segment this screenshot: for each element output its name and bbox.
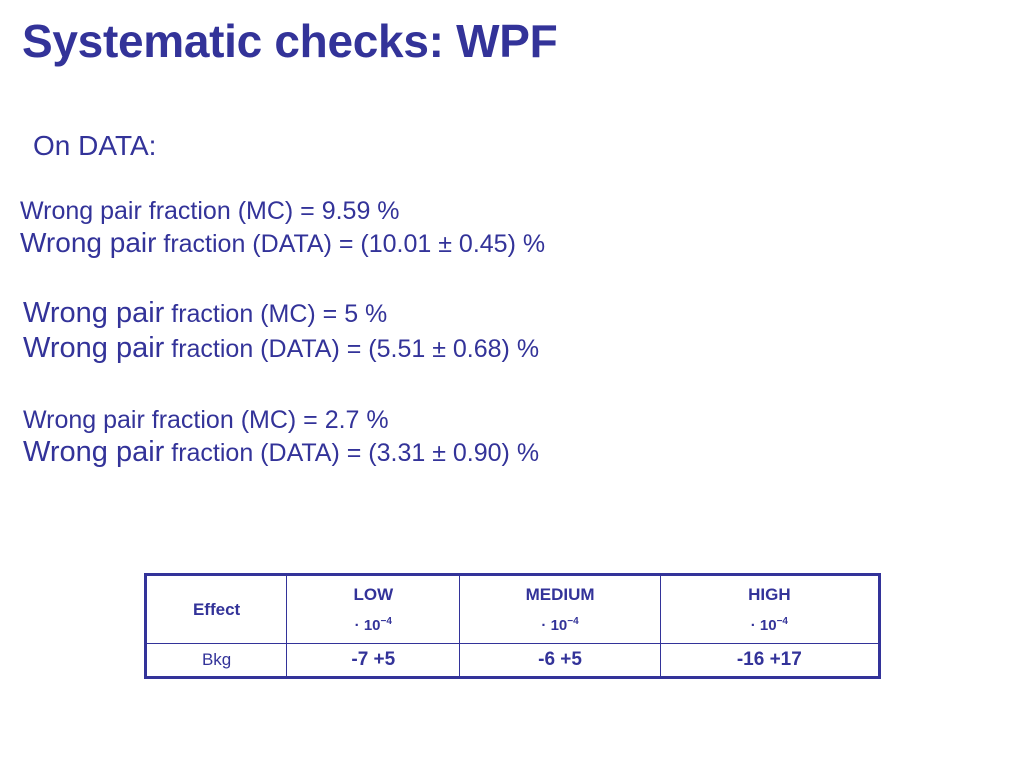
data-fraction-line: Wrong pair fraction (DATA) = (3.31 ± 0.9… <box>23 435 539 470</box>
table-header-row: Effect LOW · 10−4 MEDIUM · 10−4 HIGH · 1… <box>144 574 881 644</box>
unit-exponent: −4 <box>380 616 392 627</box>
subheading-on-data: On DATA: <box>33 130 157 161</box>
data-fraction-line: Wrong pair fraction (DATA) = (10.01 ± 0.… <box>20 226 545 260</box>
header-effect: Effect <box>144 574 288 644</box>
slide-title: Systematic checks: WPF <box>22 15 558 67</box>
data-fraction-rest: fraction (DATA) = (5.51 ± 0.68) % <box>164 334 540 363</box>
header-high-unit: · 10−4 <box>661 616 878 634</box>
header-high-label: HIGH <box>748 585 791 604</box>
data-fraction-rest: fraction (DATA) = (3.31 ± 0.90) % <box>164 439 540 467</box>
row-label: Bkg <box>201 650 232 669</box>
mc-fraction-line: Wrong pair fraction (MC) = 2.7 % <box>23 405 539 435</box>
low-value-cell: -7 +5 <box>286 643 461 678</box>
unit-prefix: · 10 <box>354 617 381 634</box>
wpf-block-3: Wrong pair fraction (MC) = 2.7 % Wrong p… <box>23 405 539 470</box>
medium-value-cell: -6 +5 <box>459 643 661 678</box>
mc-fraction-rest: fraction (MC) = 5 % <box>164 300 388 328</box>
header-high: HIGH · 10−4 <box>659 574 881 644</box>
header-medium-unit: · 10−4 <box>460 616 659 634</box>
low-value: -7 +5 <box>351 649 396 670</box>
header-low-label: LOW <box>353 585 394 604</box>
header-medium-label: MEDIUM <box>525 585 595 604</box>
unit-exponent: −4 <box>776 616 788 627</box>
table-row: Bkg -7 +5 -6 +5 -16 +17 <box>144 643 881 678</box>
high-value-cell: -16 +17 <box>659 643 881 678</box>
mc-fraction-text: Wrong pair fraction (MC) = 2.7 % <box>23 406 389 434</box>
mc-fraction-text: Wrong pair fraction (MC) = 9.59 % <box>20 197 400 225</box>
data-fraction-rest: fraction (DATA) = (10.01 ± 0.45) % <box>156 230 546 258</box>
wpf-block-1: Wrong pair fraction (MC) = 9.59 % Wrong … <box>20 196 545 260</box>
high-value: -16 +17 <box>736 649 802 670</box>
row-label-cell: Bkg <box>144 643 288 678</box>
data-fraction-lead: Wrong pair <box>20 227 157 258</box>
data-fraction-line: Wrong pair fraction (DATA) = (5.51 ± 0.6… <box>23 331 539 366</box>
data-fraction-lead: Wrong pair <box>23 436 165 468</box>
wpf-block-2: Wrong pair fraction (MC) = 5 % Wrong pai… <box>23 296 539 366</box>
data-fraction-lead: Wrong pair <box>23 331 165 364</box>
medium-value: -6 +5 <box>538 649 582 670</box>
unit-exponent: −4 <box>567 616 579 627</box>
mc-fraction-line: Wrong pair fraction (MC) = 9.59 % <box>20 196 545 226</box>
mc-fraction-lead: Wrong pair <box>23 297 165 329</box>
header-low: LOW · 10−4 <box>286 574 461 644</box>
header-effect-label: Effect <box>192 599 241 619</box>
unit-prefix: · 10 <box>541 617 568 634</box>
header-medium: MEDIUM · 10−4 <box>459 574 661 644</box>
header-low-unit: · 10−4 <box>287 616 459 634</box>
systematics-table: Effect LOW · 10−4 MEDIUM · 10−4 HIGH · 1… <box>144 573 881 679</box>
mc-fraction-line: Wrong pair fraction (MC) = 5 % <box>23 296 539 331</box>
unit-prefix: · 10 <box>750 617 777 634</box>
